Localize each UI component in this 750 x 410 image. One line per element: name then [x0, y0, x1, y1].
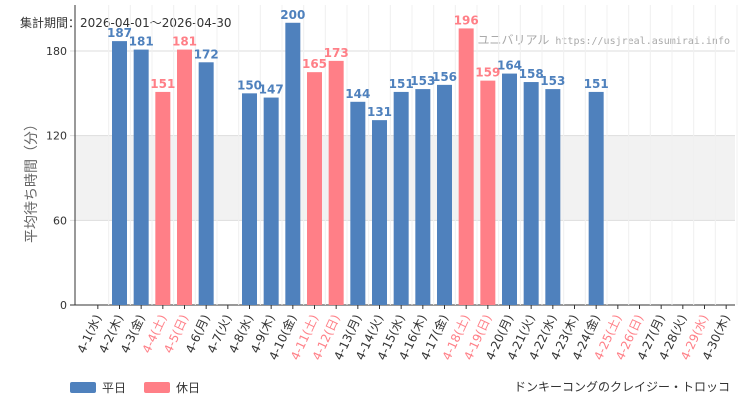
attraction-name: ドンキーコングのクレイジー・トロッコ — [513, 380, 730, 394]
legend-holiday-swatch — [144, 382, 171, 393]
bar-value-label: 151 — [150, 77, 175, 91]
bar — [177, 49, 192, 305]
legend-weekday-label: 平日 — [102, 381, 127, 395]
y-tick-label: 0 — [60, 299, 67, 312]
y-tick-label: 120 — [46, 130, 67, 143]
bar-value-label: 131 — [367, 105, 392, 119]
bar — [263, 97, 279, 305]
site-url: https://usjreal.asumirai.info — [555, 36, 730, 47]
site-name: ユニバリアル — [477, 33, 550, 47]
bar — [112, 41, 127, 305]
bar — [523, 82, 539, 306]
bar-value-label: 144 — [345, 87, 370, 101]
bar-value-label: 147 — [259, 83, 284, 97]
bar — [545, 89, 561, 305]
period-label: 集計期間：2026-04-01〜2026-04-30 — [20, 16, 232, 30]
bar — [458, 28, 474, 306]
bar-value-label: 159 — [475, 66, 500, 80]
bar — [588, 91, 604, 305]
bar — [502, 73, 517, 305]
bar-value-label: 153 — [410, 74, 435, 88]
bar-value-label: 158 — [519, 67, 544, 81]
bar-value-label: 173 — [324, 46, 349, 60]
legend-holiday-label: 休日 — [176, 381, 201, 395]
y-axis-title: 平均待ち時間（分） — [24, 117, 40, 243]
bar-value-label: 151 — [584, 77, 609, 91]
bar — [415, 89, 431, 305]
y-tick-label: 60 — [53, 214, 67, 227]
bar — [393, 91, 409, 305]
bar-value-label: 150 — [237, 78, 262, 92]
bar-value-label: 200 — [280, 8, 305, 22]
bar — [285, 22, 301, 306]
bar-value-label: 164 — [497, 59, 522, 73]
bar — [328, 60, 344, 305]
bar — [155, 91, 171, 305]
legend-weekday[interactable]: 平日 — [70, 379, 126, 396]
bar-value-label: 172 — [194, 47, 219, 61]
bar-value-label: 151 — [389, 77, 414, 91]
bar — [350, 101, 366, 305]
bar-value-label: 156 — [432, 70, 457, 84]
y-tick-label: 180 — [46, 45, 67, 58]
site-watermark: ユニバリアル https://usjreal.asumirai.info — [478, 31, 731, 48]
bar-value-label: 196 — [454, 13, 479, 27]
bar — [480, 80, 496, 305]
bar — [372, 120, 387, 306]
legend-holiday[interactable]: 休日 — [144, 379, 200, 396]
legend-weekday-swatch — [70, 382, 96, 393]
bar-value-label: 187 — [107, 26, 132, 40]
bar-value-label: 165 — [302, 57, 327, 71]
bar-value-label: 181 — [172, 35, 197, 49]
bar-value-label: 153 — [540, 74, 565, 88]
bar — [198, 62, 214, 306]
bar — [437, 84, 452, 305]
bar — [133, 49, 149, 305]
bar — [242, 93, 257, 305]
chart-legend: 平日 休日 — [70, 379, 200, 396]
bar-value-label: 181 — [129, 35, 154, 49]
bar — [307, 72, 322, 306]
